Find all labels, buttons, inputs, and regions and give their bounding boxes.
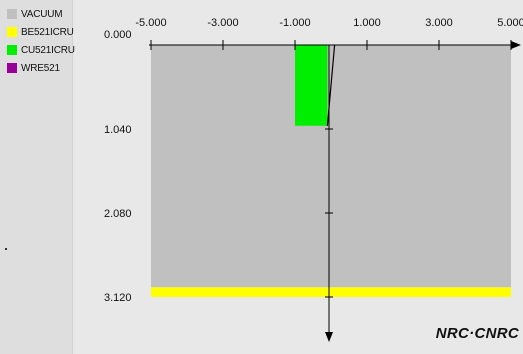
legend-swatch-vacuum xyxy=(7,9,17,19)
x-tick-label: -1.000 xyxy=(279,17,310,29)
legend-label: CU521ICRU xyxy=(21,44,75,56)
legend-label: WRE521 xyxy=(21,62,60,74)
y-axis-arrow xyxy=(325,332,333,342)
legend-swatch-wre521 xyxy=(7,63,17,73)
legend-label: BE521ICRU xyxy=(21,26,74,38)
legend-item-wre521: WRE521 xyxy=(7,61,60,75)
x-axis-arrow xyxy=(511,41,521,49)
legend-item-vacuum: VACUUM xyxy=(7,7,63,21)
legend-panel: VACUUM BE521ICRU CU521ICRU WRE521 xyxy=(0,0,75,354)
legend-item-cu521icru: CU521ICRU xyxy=(7,43,75,57)
legend-swatch-be521icru xyxy=(7,27,17,37)
region-cu521icru xyxy=(295,45,328,126)
nrc-cnrc-logo: NRC·CNRC xyxy=(435,325,519,342)
x-tick-label: -3.000 xyxy=(207,17,238,29)
y-tick-label: 3.120 xyxy=(104,292,132,304)
x-tick-label: 1.000 xyxy=(353,17,381,29)
legend-item-be521icru: BE521ICRU xyxy=(7,25,74,39)
legend-label: VACUUM xyxy=(21,8,63,20)
legend-dot xyxy=(5,248,7,250)
x-tick-label: -5.000 xyxy=(135,17,166,29)
y-tick-label: 2.080 xyxy=(104,208,132,220)
region-be521icru xyxy=(151,287,511,297)
x-tick-label: 3.000 xyxy=(425,17,453,29)
y-tick-label: 1.040 xyxy=(104,124,132,136)
x-tick-label: 5.000 xyxy=(497,17,523,29)
legend-swatch-cu521icru xyxy=(7,45,17,55)
y-tick-label: 0.000 xyxy=(104,29,132,41)
